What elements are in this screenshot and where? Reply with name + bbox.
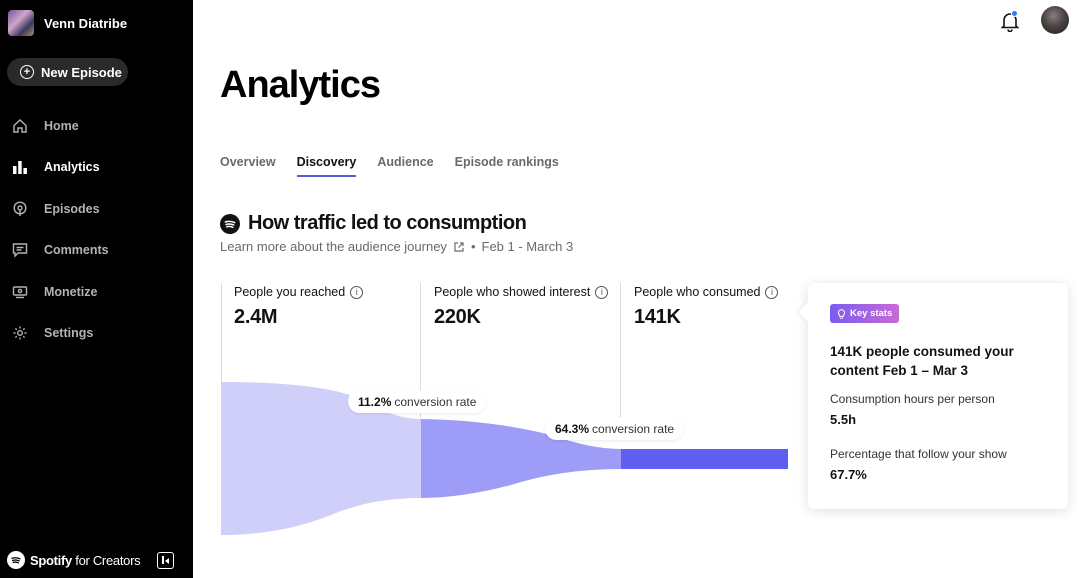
sidebar-item-label: Comments xyxy=(44,243,109,258)
audience-journey-link[interactable]: Learn more about the audience journey xyxy=(220,239,447,254)
home-icon xyxy=(12,118,28,134)
sidebar-item-monetize[interactable]: Monetize xyxy=(0,271,193,313)
analytics-tabs: Overview Discovery Audience Episode rank… xyxy=(220,155,559,177)
metric-label: People who consumed xyxy=(634,285,761,299)
gear-icon xyxy=(12,325,28,341)
info-icon[interactable]: i xyxy=(595,285,609,299)
tab-overview[interactable]: Overview xyxy=(220,155,276,169)
sidebar-item-label: Monetize xyxy=(44,284,98,299)
sidebar-nav: Home Analytics Episodes Comments Monetiz… xyxy=(0,105,193,354)
conversion-rate-badge: 64.3% conversion rate xyxy=(545,417,685,440)
bullet-separator: • xyxy=(470,239,476,254)
stat-value: 5.5h xyxy=(830,411,857,427)
metric-label: People you reached xyxy=(234,285,346,299)
conversion-label: conversion rate xyxy=(592,421,675,436)
date-range: Feb 1 - March 3 xyxy=(481,239,574,254)
show-name: Venn Diatribe xyxy=(44,15,128,31)
page-title: Analytics xyxy=(220,64,381,106)
tab-audience[interactable]: Audience xyxy=(377,155,434,169)
column-divider xyxy=(620,283,621,433)
bar-chart-icon xyxy=(12,159,28,175)
sidebar-item-comments[interactable]: Comments xyxy=(0,230,193,272)
key-stats-card: Key stats 141K people consumed your cont… xyxy=(808,283,1068,509)
stat-label: Consumption hours per person xyxy=(830,391,995,406)
show-artwork xyxy=(8,10,34,36)
sidebar-item-home[interactable]: Home xyxy=(0,105,193,147)
tab-discovery[interactable]: Discovery xyxy=(296,155,357,177)
sidebar-item-label: Home xyxy=(44,118,79,133)
metric-value: 141K xyxy=(634,306,681,328)
sidebar-item-settings[interactable]: Settings xyxy=(0,313,193,355)
stat-label: Percentage that follow your show xyxy=(830,446,1007,461)
lightbulb-icon xyxy=(838,308,845,319)
spotify-for-creators-logo: Spotify for Creators xyxy=(7,551,141,569)
traffic-funnel-chart xyxy=(221,382,788,535)
info-icon[interactable]: i xyxy=(765,285,779,299)
metric-value: 220K xyxy=(434,306,481,328)
funnel-segment-reached xyxy=(221,382,421,535)
info-icon[interactable]: i xyxy=(350,285,364,299)
sidebar-item-label: Settings xyxy=(44,326,94,341)
monetize-icon xyxy=(12,284,28,300)
sidebar-item-label: Episodes xyxy=(44,201,100,216)
column-divider xyxy=(420,283,421,433)
metric-interest: People who showed interest i 220K xyxy=(434,285,609,329)
metric-label: People who showed interest xyxy=(434,285,591,299)
external-link-icon[interactable] xyxy=(453,241,465,253)
spotify-icon xyxy=(7,551,25,569)
podcast-icon xyxy=(12,201,28,217)
section-title: How traffic led to consumption xyxy=(248,212,527,234)
conversion-pct: 11.2% xyxy=(358,394,392,409)
new-episode-label: New Episode xyxy=(41,64,122,80)
key-stats-headline: 141K people consumed your content Feb 1 … xyxy=(830,343,1014,378)
sidebar: Venn Diatribe + New Episode Home Analyti… xyxy=(0,0,193,578)
notification-dot xyxy=(1011,10,1018,17)
funnel-segment-interest xyxy=(421,419,621,498)
collapse-sidebar-icon[interactable] xyxy=(157,552,174,569)
section-subtitle: Learn more about the audience journey • … xyxy=(220,239,573,254)
brand-name: Spotify xyxy=(30,552,72,568)
section-header: How traffic led to consumption xyxy=(220,212,527,235)
key-stats-badge: Key stats xyxy=(830,304,900,323)
sidebar-item-episodes[interactable]: Episodes xyxy=(0,188,193,230)
key-stats-badge-label: Key stats xyxy=(850,308,893,319)
plus-icon: + xyxy=(20,65,34,79)
conversion-label: conversion rate xyxy=(394,394,477,409)
metric-reached: People you reached i 2.4M xyxy=(234,285,364,329)
sidebar-item-label: Analytics xyxy=(44,160,100,175)
brand-suffix: for Creators xyxy=(75,552,141,568)
stat-value: 67.7% xyxy=(830,466,867,482)
tab-episode-rankings[interactable]: Episode rankings xyxy=(454,155,559,169)
comment-icon xyxy=(12,242,28,258)
funnel-segment-consumed xyxy=(621,449,788,469)
conversion-pct: 64.3% xyxy=(555,421,590,436)
spotify-icon xyxy=(220,213,240,234)
metric-value: 2.4M xyxy=(234,306,278,328)
conversion-rate-badge: 11.2% conversion rate xyxy=(348,390,487,413)
metric-consumed: People who consumed i 141K xyxy=(634,285,779,329)
avatar[interactable] xyxy=(1041,6,1069,34)
new-episode-button[interactable]: + New Episode xyxy=(7,58,128,86)
column-divider xyxy=(221,283,222,433)
sidebar-item-analytics[interactable]: Analytics xyxy=(0,147,193,189)
show-switcher[interactable]: Venn Diatribe xyxy=(8,10,127,36)
